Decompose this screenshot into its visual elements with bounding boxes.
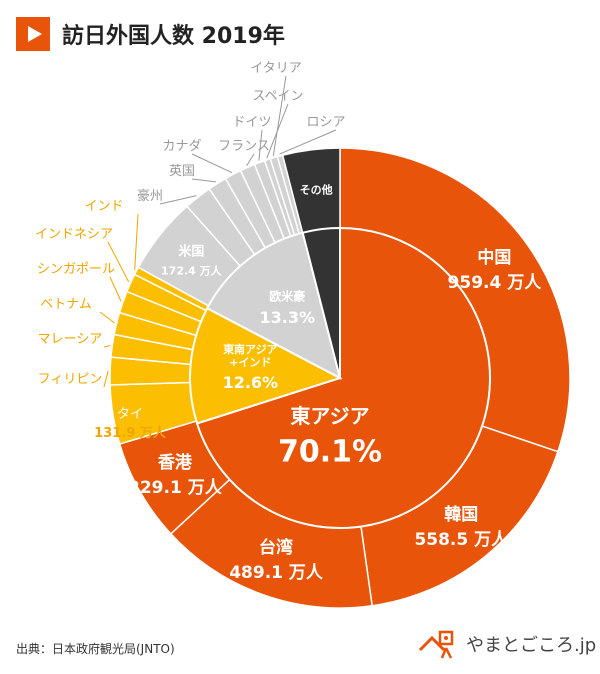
outer-label-name-10: インド bbox=[84, 199, 123, 214]
outer-label-name-9: インドネシア bbox=[35, 227, 113, 242]
source-note: 出典：日本政府観光局(JNTO) bbox=[16, 642, 175, 656]
outer-label-name-12: 豪州 bbox=[137, 188, 163, 204]
outer-label-name-4: タイ bbox=[117, 407, 143, 422]
outer-label-value-0: 959.4 万人 bbox=[448, 273, 543, 293]
outer-label-value-2: 489.1 万人 bbox=[229, 563, 324, 583]
inner-label-value-2: 13.3% bbox=[260, 308, 316, 327]
inner-slice-1 bbox=[189, 306, 343, 425]
inner-ring bbox=[189, 226, 491, 529]
outer-ring bbox=[109, 147, 571, 609]
inner-label-name-0: 東アジア bbox=[290, 404, 369, 428]
leader-line-7 bbox=[99, 311, 115, 324]
leader-line-5 bbox=[103, 370, 109, 388]
outer-label-name-14: カナダ bbox=[162, 139, 201, 154]
outer-label-name-18: イタリア bbox=[250, 61, 301, 76]
outer-label-name-3: 香港 bbox=[158, 452, 193, 473]
outer-label-value-3: 229.1 万人 bbox=[128, 478, 223, 498]
inner-slice-0 bbox=[195, 226, 491, 529]
inner-label-value-1: 12.6% bbox=[223, 373, 279, 392]
leader-lines bbox=[99, 75, 337, 388]
page-title: 訪日外国人数 2019年 bbox=[62, 24, 285, 49]
leader-line-13 bbox=[191, 178, 217, 183]
outer-label-value-11: 172.4 万人 bbox=[161, 264, 223, 278]
outer-label-name-15: フランス bbox=[218, 139, 270, 154]
leader-line-19 bbox=[279, 129, 337, 155]
leader-line-9 bbox=[107, 241, 130, 283]
outer-label-name-17: スペイン bbox=[252, 89, 303, 104]
house-person-icon bbox=[418, 628, 458, 660]
inner-slice-2 bbox=[205, 231, 342, 380]
inner-label-name-1: 東南アジア+インド bbox=[223, 342, 278, 369]
outer-label-value-1: 558.5 万人 bbox=[414, 530, 509, 550]
leader-line-10 bbox=[134, 213, 139, 270]
outer-label-name-16: ドイツ bbox=[232, 115, 271, 130]
inner-slice-3 bbox=[301, 226, 341, 379]
play-square-icon bbox=[16, 17, 50, 51]
chart-labels: 東アジア 70.1% 東南アジア+インド 12.6% 欧米豪 13.3% 中国 959.4 万… bbox=[35, 61, 542, 583]
outer-label-name-5: フィリピン bbox=[38, 372, 103, 387]
header: 訪日外国人数 2019年 bbox=[16, 14, 285, 54]
leader-line-12 bbox=[159, 195, 197, 205]
outer-label-name-20: その他 bbox=[300, 183, 333, 197]
outer-label-name-13: 英国 bbox=[169, 164, 195, 179]
outer-label-name-8: シンガポール bbox=[37, 262, 115, 277]
outer-label-name-2: 台湾 bbox=[259, 537, 293, 558]
outer-label-name-7: ベトナム bbox=[40, 297, 92, 312]
leader-line-16 bbox=[258, 129, 263, 161]
inner-label-name-2: 欧米豪 bbox=[269, 288, 305, 303]
outer-label-name-0: 中国 bbox=[477, 247, 511, 268]
inner-label-value-0: 70.1% bbox=[278, 435, 382, 470]
logo-text: やまとごころ.jp bbox=[466, 635, 597, 656]
logo: やまとごころ.jp bbox=[418, 628, 596, 660]
outer-label-name-19: ロシア bbox=[306, 115, 345, 130]
outer-label-value-4: 131.9 万人 bbox=[94, 425, 167, 441]
leader-line-15 bbox=[246, 153, 255, 166]
outer-label-name-11: 米国 bbox=[178, 244, 204, 260]
outer-label-name-6: マレーシア bbox=[38, 332, 103, 347]
leader-line-18 bbox=[272, 75, 287, 156]
leader-line-8 bbox=[109, 276, 122, 302]
outer-label-name-1: 韓国 bbox=[444, 504, 478, 525]
leader-line-14 bbox=[191, 153, 233, 174]
leader-line-6 bbox=[103, 344, 111, 348]
